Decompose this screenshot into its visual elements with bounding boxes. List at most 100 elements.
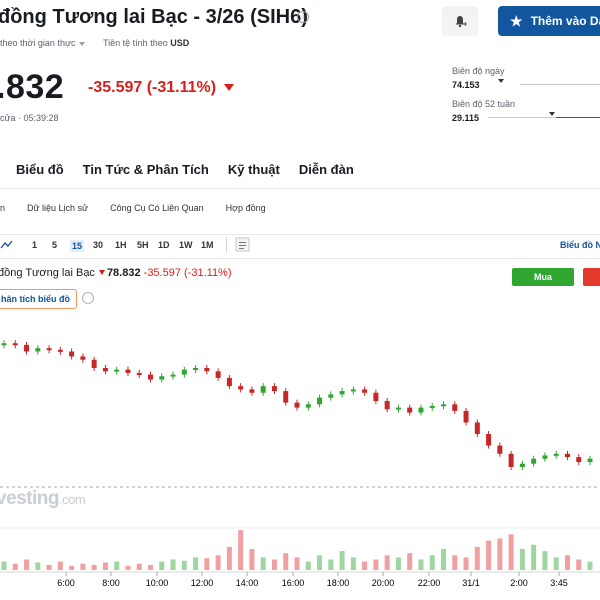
sell-button[interactable] xyxy=(583,268,600,286)
volume-bar xyxy=(486,540,492,570)
candle xyxy=(362,389,368,393)
volume-bar xyxy=(91,564,97,570)
candle xyxy=(125,369,131,373)
add-to-watchlist-button[interactable]: ★ Thêm vào Da xyxy=(498,6,600,36)
timeframe-30[interactable]: 30 xyxy=(93,240,104,250)
week52-range-bar-track xyxy=(488,117,556,118)
volume-bar xyxy=(69,565,75,570)
candle xyxy=(587,458,593,463)
down-triangle-icon xyxy=(98,270,105,275)
timeframe-1d[interactable]: 1D xyxy=(158,240,170,250)
candle xyxy=(395,407,401,410)
day-range-label: Biên độ ngày xyxy=(452,66,505,76)
volume-bar xyxy=(531,544,537,570)
candle xyxy=(159,376,165,380)
volume-bar xyxy=(57,561,63,570)
candle-type-icon[interactable] xyxy=(0,238,14,252)
watchlist-label: Thêm vào Da xyxy=(530,14,600,28)
full-chart-link[interactable]: Biểu đồ N xyxy=(560,240,600,250)
day-range-low: 74.153 xyxy=(452,80,480,90)
candle xyxy=(80,356,86,360)
timeframe-5[interactable]: 5 xyxy=(52,240,58,250)
chevron-down-icon xyxy=(79,41,86,46)
subtab-related-tools[interactable]: Công Cụ Có Liên Quan xyxy=(110,203,204,213)
bell-plus-icon xyxy=(455,16,467,28)
tab-chart[interactable]: Biểu đồ xyxy=(16,162,64,177)
subtab-historical-data[interactable]: Dữ liệu Lịch sử xyxy=(27,203,89,213)
volume-bar xyxy=(260,557,266,570)
x-tick-label: 3:45 xyxy=(550,578,568,588)
info-icon[interactable]: i xyxy=(297,11,309,23)
x-tick-label: 6:00 xyxy=(57,578,75,588)
volume-bar xyxy=(193,557,199,570)
candle xyxy=(148,374,153,380)
candle xyxy=(46,348,52,351)
candle xyxy=(407,407,413,413)
volume-bar xyxy=(294,557,300,570)
volume-bar xyxy=(328,559,334,570)
volume-bar xyxy=(576,559,582,570)
subtab-contracts[interactable]: Hợp đồng xyxy=(225,203,266,213)
indicators-icon[interactable] xyxy=(235,237,251,253)
timeframe-1w[interactable]: 1W xyxy=(179,240,193,250)
volume-bar xyxy=(271,559,277,570)
subtab-overview[interactable]: n xyxy=(0,203,6,213)
info-icon[interactable] xyxy=(82,292,94,304)
volume-bar xyxy=(542,551,548,570)
timeframe-1h[interactable]: 1H xyxy=(115,240,127,250)
volume-bar xyxy=(80,563,86,570)
volume-bar xyxy=(474,546,480,570)
volume-bar xyxy=(587,561,593,570)
star-icon: ★ xyxy=(510,12,523,29)
candle xyxy=(283,391,289,403)
candle xyxy=(170,374,176,377)
toolbar-top-divider xyxy=(0,234,600,235)
timeframe-15[interactable]: 15 xyxy=(70,240,85,252)
volume-bar xyxy=(249,549,255,570)
candle xyxy=(12,343,18,346)
candle xyxy=(69,351,75,357)
realtime-label: theo thời gian thực xyxy=(0,38,76,48)
week52-range-bar xyxy=(556,117,600,118)
timeframe-1[interactable]: 1 xyxy=(32,240,38,250)
volume-bar xyxy=(226,546,232,570)
timeframe-5h[interactable]: 5H xyxy=(137,240,149,250)
week52-range-marker-icon xyxy=(549,112,555,116)
volume-bar xyxy=(114,561,120,570)
candle xyxy=(531,458,537,464)
tab-technical[interactable]: Kỹ thuật xyxy=(227,162,280,177)
tab-forum[interactable]: Diễn đàn xyxy=(298,162,354,177)
chart-legend: đồng Tương lai Bạc 78.832 -35.597 (-31.11… xyxy=(0,267,232,279)
toolbar-bottom-divider xyxy=(0,258,600,259)
chart-analysis-button[interactable]: hân tích biểu đồ xyxy=(0,289,77,309)
x-tick-label: 10:00 xyxy=(146,578,169,588)
alert-button[interactable] xyxy=(442,6,478,36)
tab-news-analysis[interactable]: Tin Tức & Phân Tích xyxy=(82,162,209,177)
candle xyxy=(519,463,525,467)
volume-bar xyxy=(283,553,289,570)
candle xyxy=(441,404,446,407)
volume-bar xyxy=(12,563,18,570)
volume-bar xyxy=(238,530,244,570)
buy-button[interactable]: Mua xyxy=(512,268,574,286)
candle xyxy=(57,349,63,352)
volume-bar xyxy=(148,564,153,570)
candle xyxy=(328,394,334,398)
candle xyxy=(114,369,120,372)
x-tick-label: 14:00 xyxy=(236,578,259,588)
candle xyxy=(305,404,311,408)
timeframe-1m[interactable]: 1M xyxy=(201,240,214,250)
legend-name: đồng Tương lai Bạc xyxy=(0,267,95,279)
x-tick-label: 20:00 xyxy=(372,578,395,588)
volume-bar xyxy=(441,549,446,570)
volume-bar xyxy=(170,559,176,570)
volume-bar xyxy=(35,562,41,570)
candle xyxy=(181,369,187,375)
volume-bar xyxy=(204,558,210,570)
candle xyxy=(271,386,277,392)
candle xyxy=(249,389,255,393)
day-range-bar xyxy=(520,84,600,85)
realtime-selector[interactable]: theo thời gian thực xyxy=(0,38,86,48)
candle xyxy=(193,368,199,370)
